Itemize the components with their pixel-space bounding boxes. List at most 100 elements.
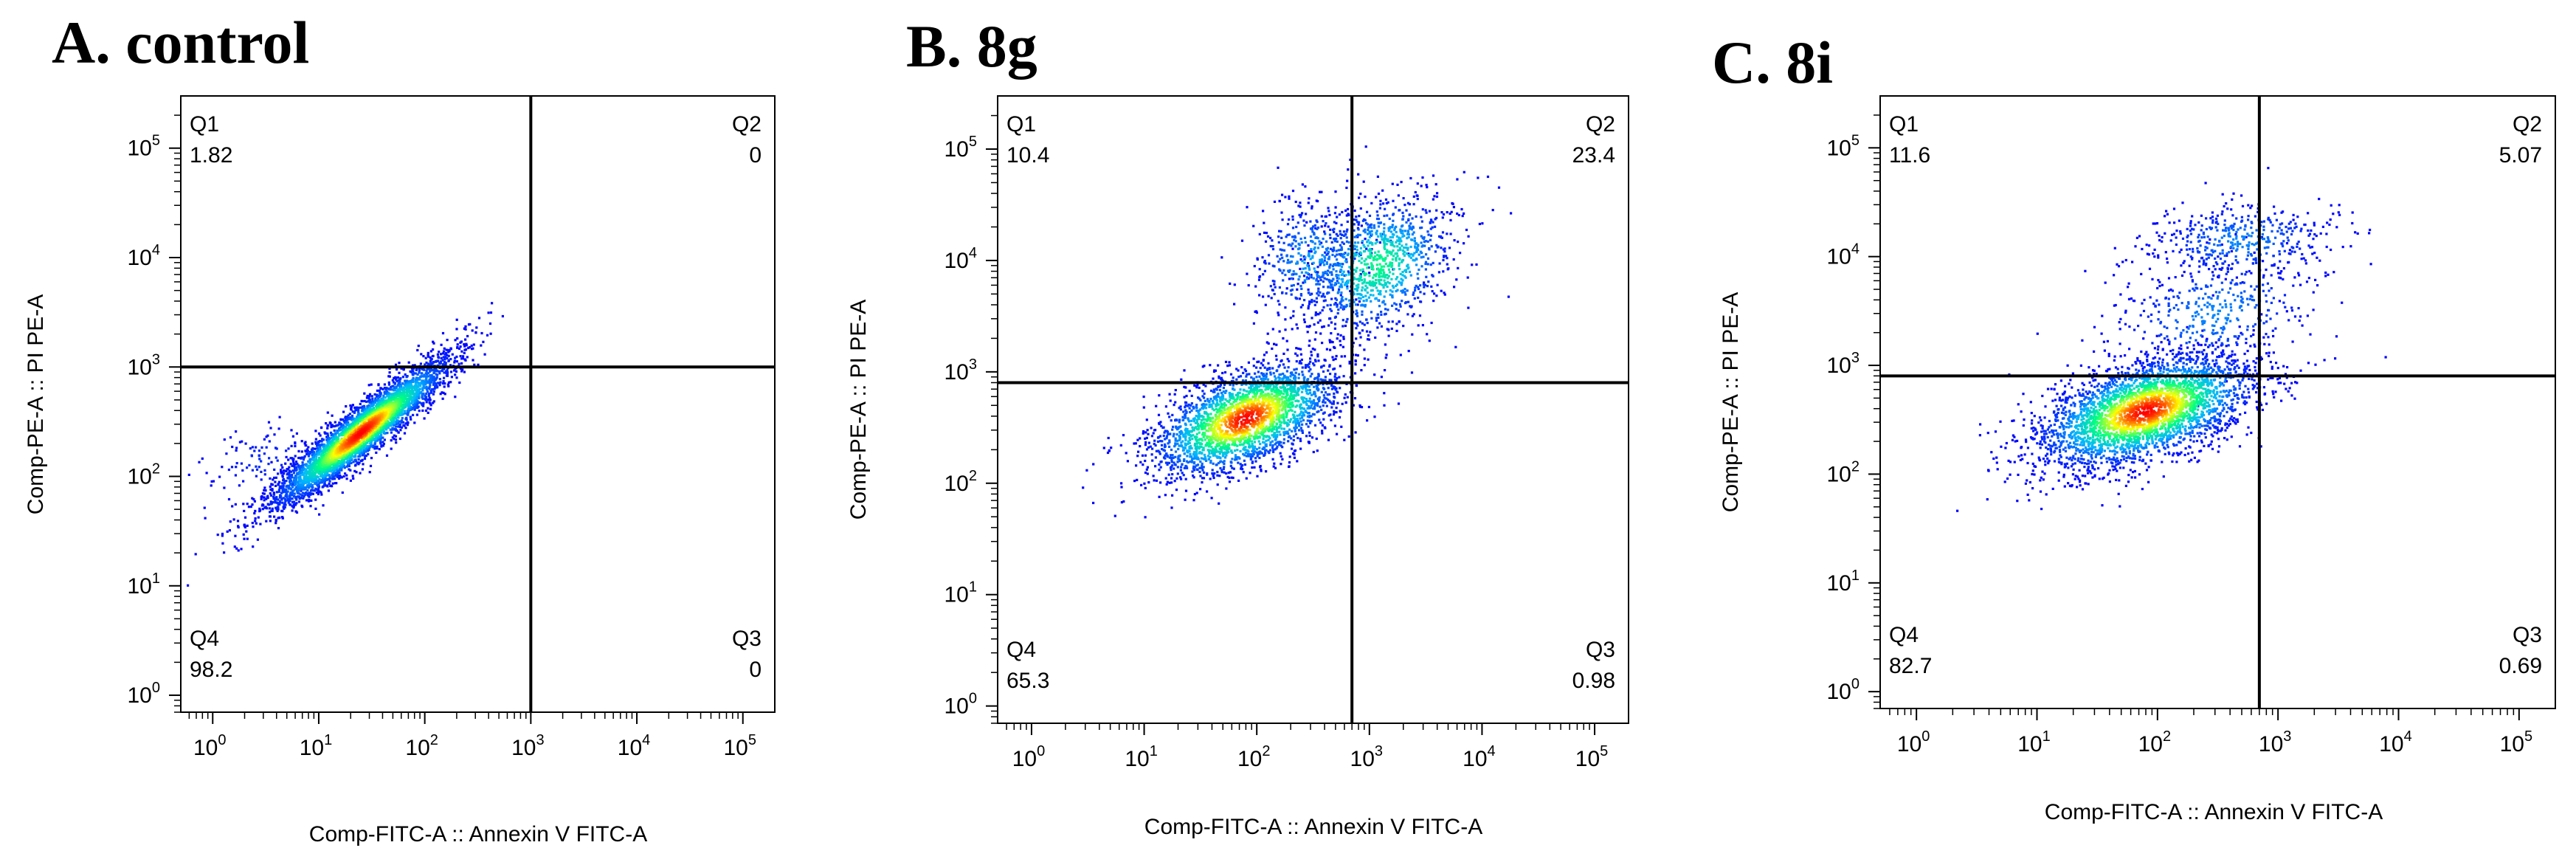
data-point (254, 520, 257, 523)
data-point (401, 413, 404, 416)
x-tick-exponent: 2 (430, 732, 438, 748)
data-point (392, 398, 395, 401)
data-point (309, 452, 312, 455)
data-point (320, 466, 322, 469)
data-point (370, 418, 373, 421)
data-point (312, 458, 315, 461)
data-point (387, 381, 390, 384)
data-point (1252, 224, 1255, 227)
data-point (343, 446, 346, 449)
data-point (432, 369, 435, 372)
data-point (1263, 354, 1266, 356)
data-point (349, 427, 352, 430)
data-point (377, 419, 380, 422)
data-point (412, 370, 415, 373)
data-point (297, 449, 300, 452)
data-point (1335, 221, 1338, 224)
data-point (1299, 348, 1302, 351)
data-point (1446, 263, 1448, 266)
data-point (1195, 386, 1198, 389)
data-point (1345, 214, 1348, 217)
data-point (358, 417, 361, 420)
data-point (1252, 322, 1255, 325)
data-point (302, 473, 305, 476)
data-point (390, 398, 393, 401)
data-point (294, 475, 297, 478)
data-point (1199, 488, 1202, 491)
data-point (463, 343, 466, 346)
data-point (400, 410, 403, 413)
data-point (362, 429, 365, 432)
data-point (1274, 466, 1277, 469)
data-point (339, 418, 342, 421)
data-point (317, 468, 320, 471)
data-point (483, 353, 486, 356)
data-point (281, 501, 284, 504)
data-point (1158, 394, 1161, 397)
data-point (1170, 477, 1173, 480)
data-point (390, 431, 393, 434)
data-point (350, 423, 353, 426)
data-point (360, 413, 363, 416)
data-point (357, 435, 360, 438)
data-point (1344, 209, 1347, 212)
data-point (327, 444, 330, 446)
data-point (1320, 225, 1323, 228)
data-point (1185, 394, 1188, 398)
data-point (428, 370, 432, 373)
data-point (367, 384, 370, 387)
data-point (404, 401, 407, 404)
data-point (1478, 222, 1481, 226)
data-point (352, 422, 355, 425)
data-point (273, 515, 276, 518)
data-point (1275, 358, 1278, 361)
data-point (298, 467, 302, 470)
data-point (1228, 361, 1231, 364)
data-point (1164, 477, 1167, 480)
data-point (1379, 199, 1382, 202)
data-point (297, 495, 300, 498)
data-point (393, 376, 396, 379)
data-point (438, 372, 441, 375)
data-point (242, 480, 245, 483)
data-point (406, 380, 409, 383)
data-point (442, 350, 446, 353)
data-point (300, 466, 303, 469)
data-point (263, 473, 266, 476)
data-point (1284, 196, 1287, 199)
data-point (312, 456, 315, 459)
quadrant-name-q1: Q1 (190, 112, 219, 137)
data-point (301, 471, 304, 474)
data-point (429, 374, 432, 377)
data-point (331, 469, 335, 472)
data-point (397, 431, 400, 434)
data-point (387, 393, 390, 396)
data-point (449, 358, 452, 361)
data-point (317, 452, 320, 455)
data-point (303, 476, 306, 479)
data-point (457, 362, 460, 365)
data-point (1354, 354, 1358, 356)
data-point (393, 438, 396, 441)
data-point (1360, 406, 1364, 409)
data-point (294, 444, 297, 448)
data-point (381, 387, 384, 390)
data-point (311, 449, 314, 452)
data-point (355, 432, 358, 435)
data-point (288, 473, 291, 476)
data-point (420, 402, 423, 405)
data-point (477, 317, 481, 320)
data-point (1113, 514, 1116, 517)
data-point (1145, 418, 1148, 421)
data-point (392, 381, 396, 384)
data-point (1356, 354, 1359, 357)
data-point (305, 468, 308, 471)
data-point (1308, 434, 1311, 437)
data-point (1145, 436, 1148, 439)
data-point (1344, 324, 1347, 328)
data-point (281, 475, 284, 478)
data-point (1196, 384, 1199, 387)
data-point (1212, 370, 1216, 373)
data-point (328, 482, 331, 486)
